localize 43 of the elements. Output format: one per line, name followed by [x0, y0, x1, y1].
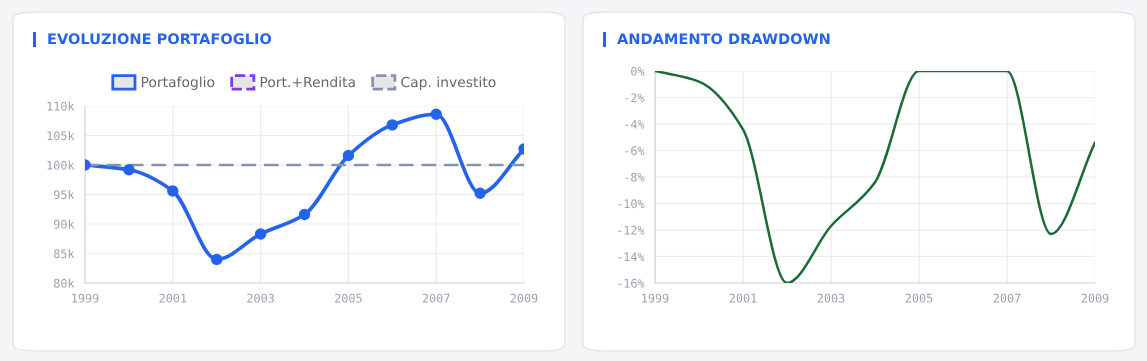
x-tick-label: 2003 [817, 293, 845, 303]
y-tick-label: 85k [54, 249, 75, 259]
legend-label: Portafoglio [141, 76, 215, 90]
x-tick-label: 1999 [72, 293, 99, 303]
chart-title: EVOLUZIONE PORTAFOGLIO [48, 33, 272, 45]
y-tick-label: 90k [53, 219, 75, 229]
x-tick-label: 2007 [993, 293, 1021, 303]
x-tick-label: 2001 [159, 293, 187, 303]
y-tick-label: -16% [618, 278, 645, 288]
x-tick-label: 1999 [642, 293, 669, 303]
legend-label: Port.+Rendita [260, 76, 355, 88]
y-tick-label: -12% [618, 225, 645, 235]
x-tick-label: 2003 [247, 293, 274, 303]
line-series [655, 71, 1095, 283]
y-tick-label: 95k [53, 190, 75, 200]
y-tick-label: -14% [618, 252, 645, 262]
y-tick-label: -10% [618, 199, 645, 209]
point [430, 108, 442, 120]
point [167, 185, 179, 197]
point [474, 187, 486, 200]
point [386, 119, 398, 131]
x-tick-label: 2009 [1081, 293, 1109, 303]
point [211, 253, 223, 266]
point [254, 228, 267, 240]
y-tick-label: 105k [47, 131, 75, 141]
y-tick-label: 110k [47, 101, 75, 111]
legend-label: Cap. investito [401, 76, 496, 90]
y-tick-label: -8% [625, 172, 645, 182]
y-tick-label: 0% [631, 66, 645, 76]
x-tick-label: 2007 [422, 293, 450, 303]
x-tick-label: 2005 [905, 293, 933, 303]
y-tick-label: -2% [625, 93, 645, 103]
y-tick-label: -4% [625, 119, 645, 129]
point [342, 149, 355, 162]
x-tick-label: 2009 [510, 293, 538, 303]
chart-title: ANDAMENTO DRAWDOWN [617, 33, 830, 45]
y-tick-label: 100k [47, 160, 75, 170]
point [298, 208, 311, 221]
y-tick-label: -6% [625, 146, 645, 156]
point [123, 164, 135, 176]
x-tick-label: 2005 [335, 293, 362, 303]
y-tick-label: 80k [54, 278, 75, 288]
x-tick-label: 2001 [729, 293, 757, 303]
